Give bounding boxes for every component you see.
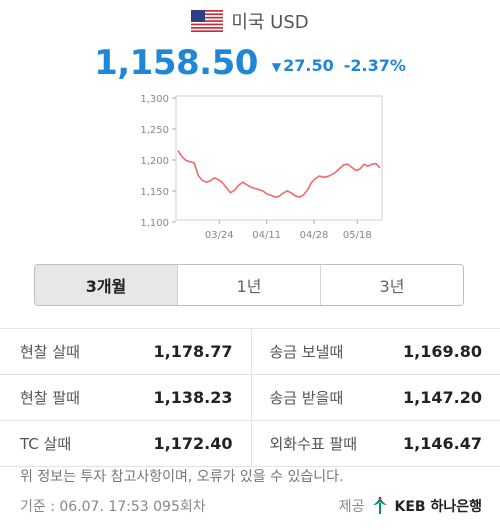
rate-series-line [177,150,381,198]
check-sell-label: 외화수표 팔때 [269,435,358,453]
provider-name: KEB 하나은행 [394,499,482,515]
rate-chart-svg: 1,300 1,250 1,200 1,150 1,100 03/24 04/11 04/28… [140,94,383,241]
tab-1-year[interactable]: 1년 [177,265,320,305]
provider-prefix: 제공 [338,499,365,515]
y-tick-label: 1,100 [140,218,169,229]
x-tick-label: 05/18 [343,230,372,241]
cash-buy-cell: 현찰 살때 1,178.77 [0,329,251,374]
tab-3-months[interactable]: 3개월 [35,265,177,305]
cash-buy-label: 현찰 살때 [20,343,80,361]
check-sell-value: 1,146.47 [403,434,482,453]
chart-plot-area [175,95,383,221]
remit-send-label: 송금 보낼때 [269,343,344,361]
footer: 위 정보는 투자 참고사항이며, 오류가 있을 수 있습니다. 기준 : 06.… [20,466,482,516]
keb-hana-logo-icon [372,496,387,514]
remit-send-cell: 송금 보낼때 1,169.80 [250,329,500,374]
period-tabs: 3개월 1년 3년 [34,264,464,306]
us-flag-icon [191,10,224,32]
x-tick-label: 04/28 [300,230,329,241]
table-row: 현찰 살때 1,178.77 송금 보낼때 1,169.80 [0,329,500,375]
remit-receive-value: 1,147.20 [403,388,482,407]
cash-sell-cell: 현찰 팔때 1,138.23 [0,375,251,420]
currency-name: 미국 USD [231,12,309,33]
x-tick-label: 04/11 [252,230,281,241]
table-row: TC 살때 1,172.40 외화수표 팔때 1,146.47 [0,421,500,467]
y-tick-label: 1,300 [140,94,169,105]
cash-sell-value: 1,138.23 [153,388,233,407]
remit-receive-cell: 송금 받을때 1,147.20 [250,375,500,420]
y-tick-label: 1,200 [140,156,169,167]
rate-table: 현찰 살때 1,178.77 송금 보낼때 1,169.80 현찰 팔때 1,1… [0,328,500,467]
y-tick-label: 1,250 [140,125,169,136]
change-percent: -2.37% [343,55,406,75]
remit-receive-label: 송금 받을때 [269,389,344,407]
tc-buy-value: 1,172.40 [153,434,233,453]
remit-send-value: 1,169.80 [403,342,482,361]
check-sell-cell: 외화수표 팔때 1,146.47 [250,421,500,466]
rate-summary: 1,158.50 ▼ 27.50 -2.37% [0,40,500,86]
cash-buy-value: 1,178.77 [153,342,233,361]
provider: 제공 KEB 하나은행 [339,496,482,516]
rate-chart: 1,300 1,250 1,200 1,150 1,100 03/24 04/11 04/28… [128,92,390,252]
table-row: 현찰 팔때 1,138.23 송금 받을때 1,147.20 [0,375,500,421]
tab-3-years[interactable]: 3년 [320,265,463,305]
cash-sell-label: 현찰 팔때 [20,389,80,407]
exchange-rate-value: 1,158.50 [94,43,258,83]
change-amount: 27.50 [283,55,334,75]
x-tick-label: 03/24 [205,230,234,241]
y-tick-label: 1,150 [140,187,169,198]
tc-buy-cell: TC 살때 1,172.40 [0,421,251,466]
rate-change: ▼ 27.50 -2.37% [272,56,406,75]
down-arrow-icon: ▼ [271,59,282,74]
timestamp: 기준 : 06.07. 17:53 095회차 [20,499,206,515]
footer-meta: 기준 : 06.07. 17:53 095회차 제공 KEB 하나은행 [20,496,482,516]
currency-header: 미국 USD [0,6,500,36]
tc-buy-label: TC 살때 [20,435,72,453]
disclaimer-text: 위 정보는 투자 참고사항이며, 오류가 있을 수 있습니다. [20,469,344,485]
